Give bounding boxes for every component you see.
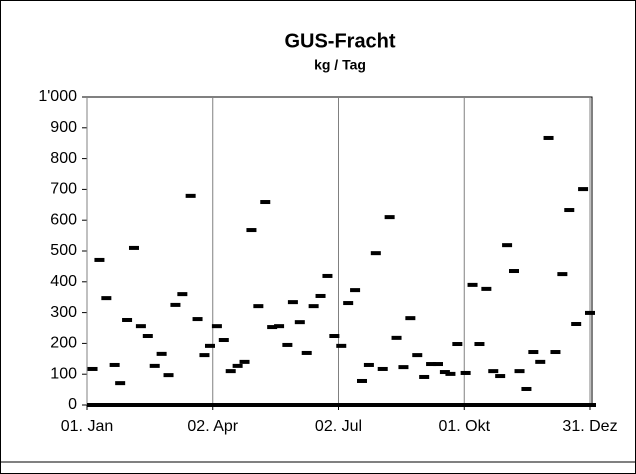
point [156,351,167,356]
point [571,321,582,326]
point [557,272,568,277]
point [350,288,361,293]
y-tick-label: 400 [50,273,77,290]
y-tick-label: 100 [50,365,77,382]
point [218,338,229,343]
point [109,362,120,367]
point [445,371,456,376]
point [253,304,264,309]
y-tick-label: 300 [50,304,77,321]
x-tick-label: 01. Jan [61,418,113,435]
point [452,342,463,347]
point [585,310,595,315]
y-tick-label: 800 [50,150,77,167]
point [149,363,160,368]
point [363,362,374,367]
y-tick-label: 700 [50,181,77,198]
point [377,366,388,371]
x-tick-label: 01. Okt [438,418,490,435]
point [192,317,203,322]
chart-subtitle: kg / Tag [314,57,366,73]
y-tick-label: 1'000 [38,88,77,105]
point [329,334,340,339]
x-tick-label: 02. Jul [315,418,362,435]
point [315,293,326,298]
point [267,325,278,330]
point [142,334,153,339]
point [488,369,499,374]
y-tick-label: 200 [50,335,77,352]
point [199,353,210,358]
point [405,316,416,321]
point [528,350,539,355]
plot-area [86,96,593,406]
point [239,359,250,364]
point [294,320,305,325]
y-tick-label: 0 [68,396,77,413]
point [287,300,298,305]
point [439,370,450,375]
point [564,208,575,213]
point [467,282,478,287]
point [398,365,409,370]
point [412,353,423,358]
point [301,350,312,355]
point [94,257,105,262]
x-tick-label: 31. Dez [562,418,617,435]
point [343,301,354,306]
y-tick-label: 600 [50,211,77,228]
point [101,296,112,301]
point [246,228,257,233]
point [225,369,236,374]
y-tick-label: 900 [50,119,77,136]
point [204,343,215,348]
point [543,135,554,140]
point [260,200,271,205]
point [87,366,98,371]
point [391,335,402,340]
point [426,362,437,367]
point [521,386,532,391]
point [550,350,561,355]
point [211,324,222,329]
point [170,302,181,307]
chart-title: GUS-Fracht [284,30,395,52]
point [535,359,546,364]
point [185,193,196,198]
point [177,292,188,297]
x-tick-label: 02. Apr [187,418,238,435]
point [135,324,146,329]
point [336,343,347,348]
point [419,374,430,379]
point [122,317,133,322]
point [432,362,443,367]
point [308,304,319,309]
point [322,273,333,278]
point [495,374,506,379]
point [274,324,285,329]
point [128,245,139,250]
point [578,187,589,192]
point [282,342,293,347]
point [481,286,492,291]
point [502,243,513,248]
point [232,363,243,368]
point [474,342,485,347]
y-tick-label: 500 [50,242,77,259]
point [370,251,381,256]
point [508,269,519,274]
point [115,381,126,386]
point [384,215,395,220]
point [163,373,174,378]
point [460,370,471,375]
point [514,369,525,374]
point [356,378,367,383]
